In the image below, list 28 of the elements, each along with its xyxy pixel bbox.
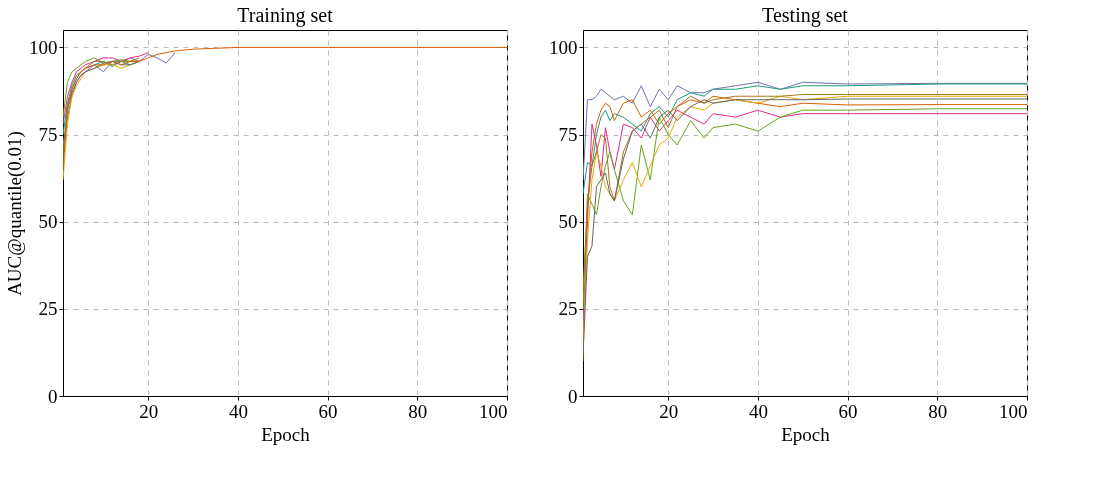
line-series [63, 46, 507, 170]
y-tick-label: 0 [48, 385, 58, 407]
y-tick-label: 75 [38, 124, 58, 146]
x-tick-label: 60 [318, 400, 338, 422]
x-tick-label: 40 [228, 400, 248, 422]
y-tick-label: 25 [558, 298, 578, 320]
y-tick-label: 50 [558, 211, 578, 233]
line-series [63, 52, 149, 125]
x-axis-title: Epoch [781, 423, 831, 445]
x-tick-label: 100 [999, 400, 1028, 422]
chart-title: Training set [237, 4, 334, 27]
x-tick-label: 60 [838, 400, 858, 422]
x-axis-title: Epoch [261, 423, 311, 445]
y-tick-label: 50 [38, 211, 58, 233]
x-tick-label: 100 [479, 400, 508, 422]
y-tick-label: 75 [558, 124, 578, 146]
chart-title: Testing set [762, 4, 849, 27]
y-tick-label: 100 [549, 36, 578, 58]
y-tick-label: 25 [38, 298, 58, 320]
x-tick-label: 40 [748, 400, 768, 422]
y-axis-title: AUC@quantile(0.01) [4, 131, 26, 296]
x-tick-label: 80 [928, 400, 948, 422]
y-tick-label: 0 [568, 385, 578, 407]
line-series [583, 93, 1027, 292]
x-tick-label: 20 [659, 400, 679, 422]
y-tick-label: 100 [29, 36, 58, 58]
x-tick-label: 80 [408, 400, 428, 422]
x-tick-label: 20 [139, 400, 159, 422]
